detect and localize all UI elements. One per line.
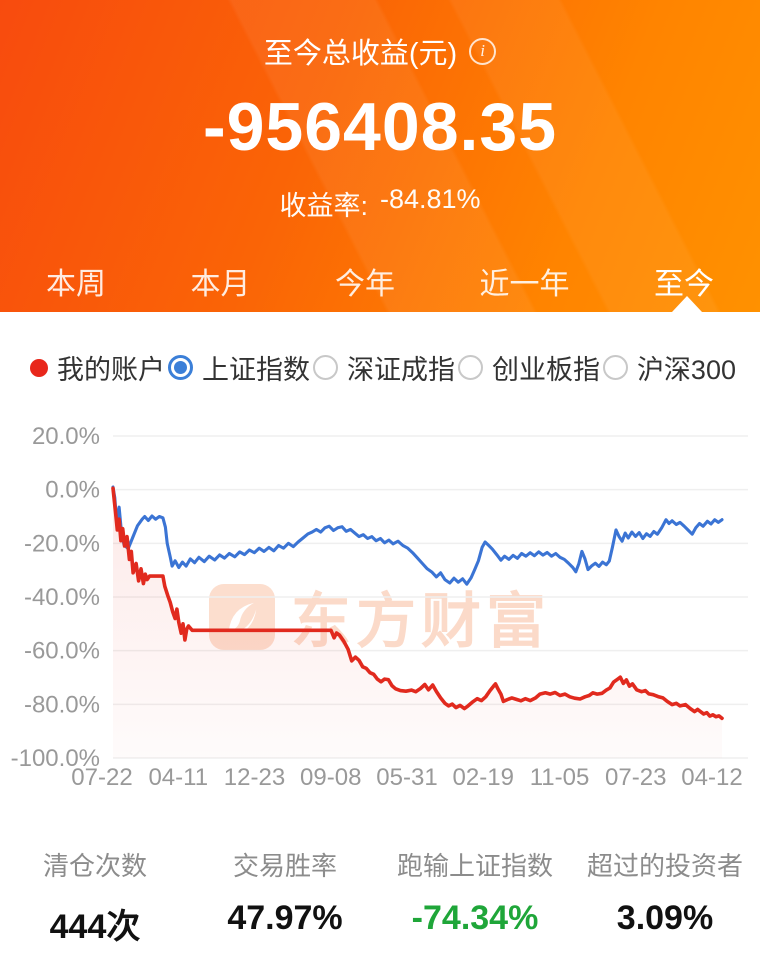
svg-text:07-22: 07-22	[71, 764, 132, 791]
legend-label: 上证指数	[201, 355, 310, 385]
radio-icon[interactable]	[602, 355, 628, 380]
radio-selected-icon[interactable]	[167, 355, 193, 380]
stat-value: 3.09%	[616, 899, 714, 937]
svg-text:11-05: 11-05	[530, 764, 590, 791]
svg-text:-60.0%: -60.0%	[24, 638, 100, 665]
tab-this-year[interactable]: 今年	[335, 268, 395, 301]
svg-text:09-08: 09-08	[300, 764, 361, 791]
legend-chinext-index[interactable]: 创业板指	[457, 348, 600, 387]
svg-text:20.0%: 20.0%	[32, 423, 100, 450]
info-icon[interactable]: i	[469, 37, 497, 65]
legend-label: 沪深300	[636, 355, 736, 385]
svg-text:0.0%: 0.0%	[45, 477, 100, 504]
stat-beat-investors: 超过的投资者 3.09%	[570, 846, 760, 948]
stats-row: 清仓次数 444次 交易胜率 47.97% 跑输上证指数 -74.34% 超过的…	[0, 846, 760, 948]
radio-dot	[173, 361, 187, 374]
return-rate-value: -84.81%	[379, 184, 481, 214]
stat-label: 跑输上证指数	[396, 851, 553, 881]
return-rate-label: 收益率:	[279, 191, 368, 221]
page-title: 至今总收益(元)	[263, 38, 458, 70]
stat-label: 交易胜率	[232, 851, 337, 881]
legend-my-account[interactable]: 我的账户	[30, 348, 165, 387]
legend-szse-index[interactable]: 深证成指	[312, 348, 455, 387]
performance-chart[interactable]: 东方财富 20.0% 0.0% -20.0% -40.0% -60.0% -80.0% -1…	[0, 421, 760, 806]
stat-liquidation-count: 清仓次数 444次	[0, 846, 190, 948]
svg-text:-20.0%: -20.0%	[24, 530, 100, 557]
line-chart-canvas[interactable]: 20.0% 0.0% -20.0% -40.0% -60.0% -80.0% -100.0%…	[0, 421, 760, 806]
svg-text:02-19: 02-19	[453, 764, 514, 791]
legend-label: 创业板指	[491, 355, 600, 385]
header-title-row: 至今总收益(元) i	[0, 0, 760, 72]
legend-label: 我的账户	[57, 355, 165, 385]
svg-text:07-23: 07-23	[605, 764, 666, 791]
legend-label: 深证成指	[346, 355, 455, 385]
svg-text:04-12: 04-12	[681, 764, 742, 791]
stat-label: 超过的投资者	[586, 851, 743, 881]
svg-text:05-31: 05-31	[376, 764, 437, 791]
series-legend: 我的账户 上证指数 深证成指 创业板指 沪深300	[0, 348, 760, 387]
chart-series	[111, 485, 724, 758]
watermark: 东方财富	[0, 573, 760, 660]
stat-value: 444次	[49, 908, 141, 946]
tab-last-year[interactable]: 近一年	[479, 268, 570, 301]
total-return-value: -956408.35	[202, 89, 558, 165]
period-tabs: 本周 本月 今年 近一年 至今	[0, 259, 760, 303]
legend-csi300-index[interactable]: 沪深300	[602, 348, 736, 387]
svg-text:04-11: 04-11	[148, 764, 208, 791]
svg-text:-100.0%: -100.0%	[11, 745, 100, 772]
radio-icon[interactable]	[457, 355, 483, 380]
stat-label: 清仓次数	[42, 851, 147, 881]
summary-header: 至今总收益(元) i -956408.35 收益率: -84.81% 本周 本月…	[0, 0, 760, 312]
tab-this-month[interactable]: 本月	[190, 268, 251, 301]
radio-icon[interactable]	[312, 355, 338, 380]
legend-sse-index[interactable]: 上证指数	[167, 348, 310, 387]
tab-since-inception[interactable]: 至今	[654, 268, 714, 301]
svg-text:12-23: 12-23	[224, 764, 285, 791]
stat-value: 47.97%	[227, 899, 343, 937]
tab-this-week[interactable]: 本周	[46, 268, 106, 301]
stat-win-rate: 交易胜率 47.97%	[190, 846, 380, 948]
selected-tab-arrow	[672, 296, 702, 312]
return-rate-row: 收益率: -84.81%	[0, 184, 760, 223]
red-dot-marker	[30, 358, 48, 377]
axis-labels: 20.0% 0.0% -20.0% -40.0% -60.0% -80.0% -100.0%…	[11, 423, 743, 791]
stat-value: -74.34%	[411, 899, 539, 937]
stat-vs-index: 跑输上证指数 -74.34%	[380, 846, 570, 948]
svg-text:-80.0%: -80.0%	[24, 691, 100, 718]
svg-text:-40.0%: -40.0%	[24, 584, 100, 611]
